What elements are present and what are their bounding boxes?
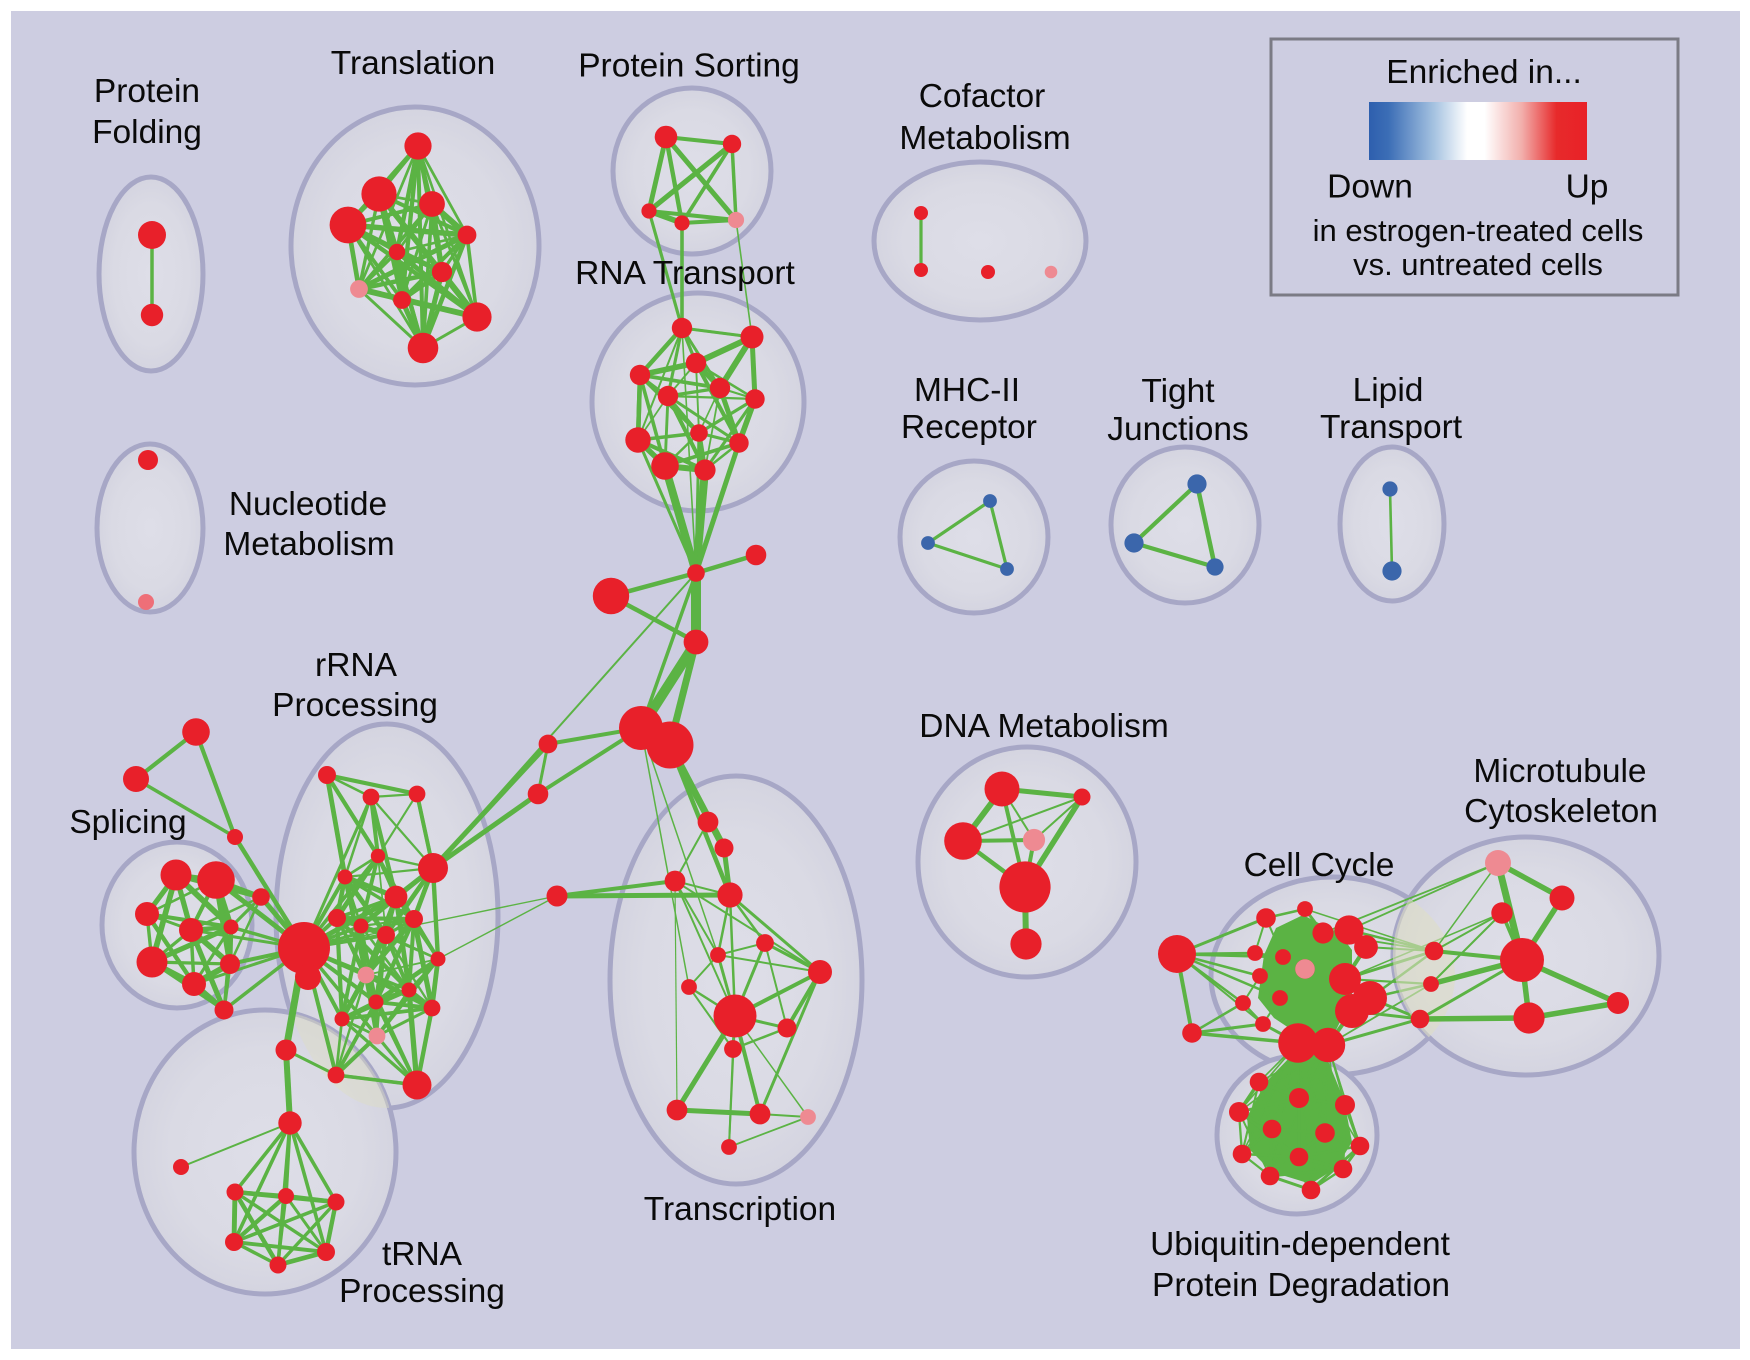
svg-text:Folding: Folding bbox=[92, 114, 202, 151]
svg-text:Lipid: Lipid bbox=[1353, 372, 1424, 409]
svg-text:Translation: Translation bbox=[331, 45, 495, 82]
svg-text:tRNA: tRNA bbox=[382, 1236, 463, 1273]
svg-text:Transcription: Transcription bbox=[644, 1191, 836, 1228]
svg-text:Cytoskeleton: Cytoskeleton bbox=[1464, 793, 1658, 830]
svg-text:Tight: Tight bbox=[1141, 373, 1215, 410]
svg-text:Receptor: Receptor bbox=[901, 409, 1037, 446]
svg-text:DNA Metabolism: DNA Metabolism bbox=[919, 708, 1168, 745]
svg-text:Processing: Processing bbox=[339, 1273, 505, 1310]
svg-text:Protein: Protein bbox=[94, 73, 200, 110]
svg-text:rRNA: rRNA bbox=[315, 647, 398, 684]
svg-text:Ubiquitin-dependent: Ubiquitin-dependent bbox=[1150, 1226, 1451, 1263]
svg-text:Up: Up bbox=[1566, 169, 1609, 206]
svg-text:Microtubule: Microtubule bbox=[1473, 753, 1646, 790]
svg-text:Metabolism: Metabolism bbox=[899, 120, 1070, 157]
svg-text:RNA Transport: RNA Transport bbox=[575, 255, 795, 292]
svg-text:Cell Cycle: Cell Cycle bbox=[1244, 847, 1395, 884]
svg-text:Nucleotide: Nucleotide bbox=[229, 486, 387, 523]
svg-text:Transport: Transport bbox=[1320, 409, 1463, 446]
svg-text:Junctions: Junctions bbox=[1107, 411, 1249, 448]
svg-text:vs. untreated cells: vs. untreated cells bbox=[1353, 247, 1603, 282]
svg-text:Protein Degradation: Protein Degradation bbox=[1152, 1267, 1450, 1304]
svg-text:Splicing: Splicing bbox=[69, 804, 186, 841]
svg-text:MHC-II: MHC-II bbox=[914, 372, 1020, 409]
svg-text:Metabolism: Metabolism bbox=[223, 526, 394, 563]
svg-text:Enriched in...: Enriched in... bbox=[1386, 54, 1582, 91]
svg-text:Down: Down bbox=[1327, 169, 1413, 206]
svg-text:Processing: Processing bbox=[272, 687, 438, 724]
svg-text:Protein Sorting: Protein Sorting bbox=[578, 48, 800, 85]
svg-text:in estrogen-treated cells: in estrogen-treated cells bbox=[1313, 213, 1644, 248]
svg-text:Cofactor: Cofactor bbox=[919, 78, 1046, 115]
